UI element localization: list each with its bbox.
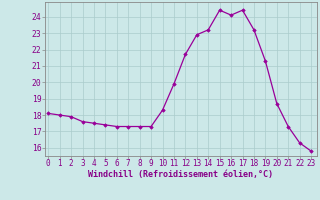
X-axis label: Windchill (Refroidissement éolien,°C): Windchill (Refroidissement éolien,°C) (88, 170, 273, 179)
